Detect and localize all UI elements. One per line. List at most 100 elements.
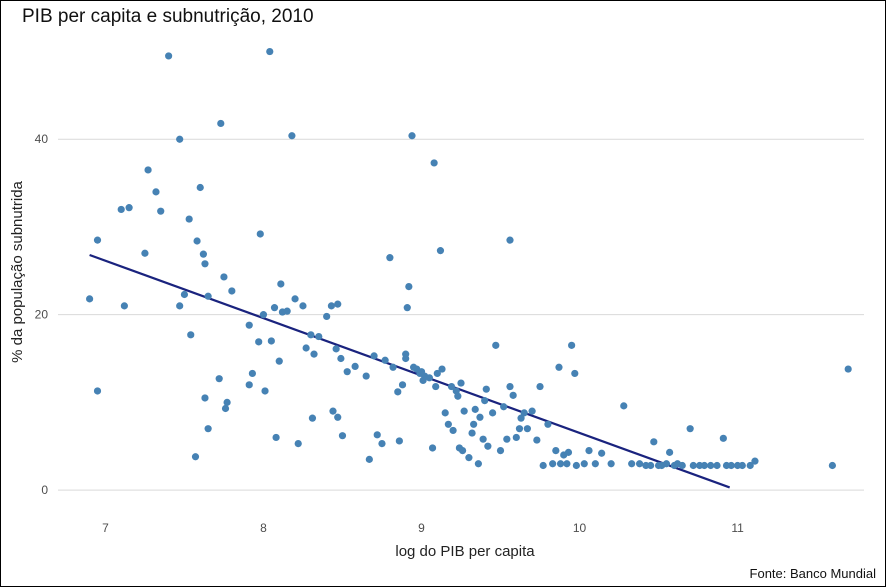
data-point [394,388,402,396]
data-point [220,273,228,281]
data-point [620,402,628,410]
data-point [746,461,754,470]
data-point [433,369,441,378]
data-point [555,363,563,371]
data-point [405,282,413,291]
data-point [454,392,462,400]
x-tick-label: 8 [260,521,267,535]
data-point [288,132,296,140]
data-point [204,425,212,433]
data-point [362,372,370,380]
data-point [509,391,517,399]
data-point [248,369,256,378]
data-point [666,448,674,456]
data-point [180,290,189,299]
data-point [506,382,514,391]
data-point [381,356,389,364]
data-point [351,362,359,371]
data-point [425,374,433,382]
data-point [484,442,492,450]
data-point [719,434,727,442]
data-point [707,461,715,470]
data-point [520,409,528,417]
data-point [650,438,658,446]
data-point [389,363,397,371]
data-point [299,302,307,310]
data-point [533,436,541,444]
data-point [828,461,836,470]
data-point [515,425,524,433]
data-point [700,461,708,470]
chart-title: PIB per capita e subnutrição, 2010 [22,6,314,27]
data-point [689,461,697,470]
data-point [86,295,94,303]
y-tick-label: 0 [41,483,48,497]
data-point [329,407,337,415]
data-point [152,188,160,196]
data-point [539,461,547,470]
data-point [283,307,291,315]
data-point [204,292,212,300]
data-point [458,447,467,455]
data-point [517,414,525,422]
data-point [408,132,416,140]
data-point [598,449,606,457]
data-point [568,341,576,349]
data-point [338,432,347,440]
data-point [191,453,200,461]
data-point [500,403,508,411]
data-point [157,207,165,215]
data-point [256,230,264,238]
data-point [686,425,694,433]
data-point [476,413,484,421]
data-point [245,381,253,389]
data-point [552,447,560,455]
chart-caption: Fonte: Banco Mundial [749,566,876,581]
data-point [449,426,457,435]
data-point [536,382,544,391]
data-point [465,454,473,462]
data-point [479,435,487,443]
data-point [585,447,593,455]
data-point [165,52,173,60]
data-point [430,159,438,167]
data-point [503,435,511,443]
data-point [201,260,209,268]
data-point [144,166,152,174]
data-point [512,433,520,442]
data-point [272,433,280,442]
data-point [482,385,490,393]
grid-lines [58,138,864,491]
data-point [402,354,410,363]
data-point [176,302,184,310]
data-point [386,254,394,262]
data-point [315,332,323,341]
data-point [571,369,579,378]
data-point [470,420,478,428]
data-point [564,448,573,456]
y-tick-label: 40 [35,132,49,146]
data-point [308,414,317,422]
data-point [332,345,340,353]
data-points [86,47,852,470]
data-point [556,460,565,468]
data-point [93,387,102,395]
data-point [713,461,721,470]
data-point [844,365,852,373]
data-point [310,350,318,358]
data-point [457,379,465,387]
data-point [492,341,500,349]
data-point [460,407,468,415]
data-point [370,352,378,360]
data-point [185,215,193,223]
data-point [471,405,479,413]
data-point [662,460,671,468]
data-point [481,397,489,405]
x-tick-label: 11 [731,521,744,535]
data-point [117,205,125,214]
data-point [217,119,225,128]
data-point [428,444,437,452]
data-point [378,439,386,448]
data-point [93,236,102,244]
